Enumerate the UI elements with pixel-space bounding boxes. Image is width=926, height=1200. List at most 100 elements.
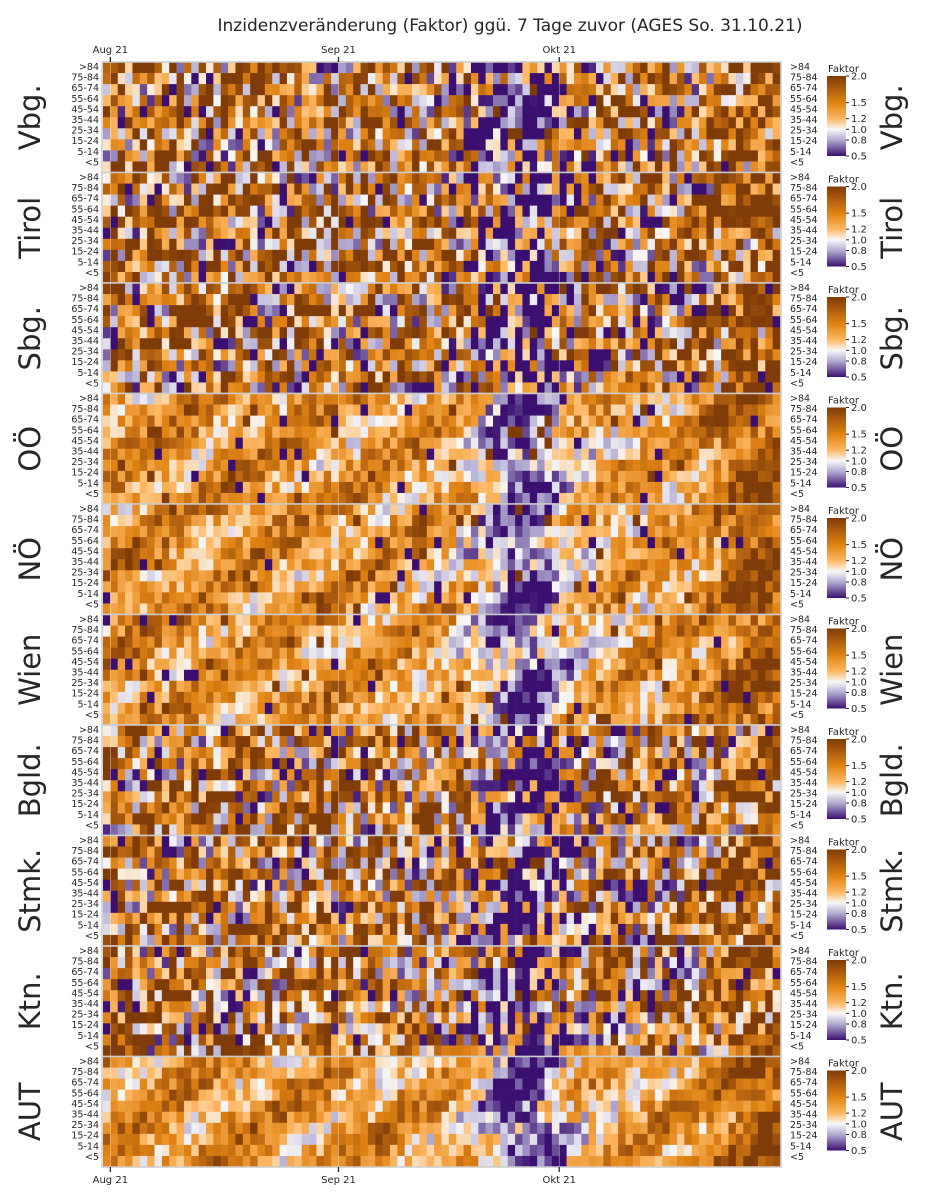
heatmap-cell xyxy=(493,249,501,262)
heatmap-cell xyxy=(323,95,332,107)
heatmap-cell xyxy=(125,172,133,184)
heatmap-cell xyxy=(750,481,759,494)
heatmap-cell xyxy=(493,360,501,372)
heatmap-cell xyxy=(294,62,302,74)
heatmap-cell xyxy=(220,581,229,593)
heatmap-cell xyxy=(500,548,509,560)
colorbar-tick-label: 0.8 xyxy=(851,467,867,478)
heatmap-cell xyxy=(596,515,604,527)
heatmap-cell xyxy=(206,570,214,582)
heatmap-cell xyxy=(338,371,347,383)
heatmap-cell xyxy=(404,526,413,538)
heatmap-cell xyxy=(713,283,722,295)
heatmap-cell xyxy=(301,504,310,516)
heatmap-cell xyxy=(220,515,229,527)
heatmap-cell xyxy=(654,504,663,516)
heatmap-cell xyxy=(529,548,538,560)
heatmap-cell xyxy=(294,117,302,129)
heatmap-cell xyxy=(286,360,295,372)
heatmap-cell xyxy=(309,393,317,405)
heatmap-cell xyxy=(213,73,222,85)
heatmap-cell xyxy=(257,603,266,615)
heatmap-cell xyxy=(331,249,339,262)
heatmap-cell xyxy=(161,393,170,405)
heatmap-cell xyxy=(397,581,406,593)
heatmap-cell xyxy=(434,283,442,295)
heatmap-cell xyxy=(478,592,486,604)
heatmap-cell xyxy=(360,537,369,549)
heatmap-cell xyxy=(625,128,634,140)
heatmap-cell xyxy=(632,360,641,372)
heatmap-cell xyxy=(110,404,119,416)
heatmap-cell xyxy=(610,139,619,151)
heatmap-cell xyxy=(250,504,258,516)
heatmap-cell xyxy=(441,371,450,383)
heatmap-cell xyxy=(272,404,280,416)
heatmap-cell xyxy=(286,150,295,162)
heatmap-cell xyxy=(478,294,486,306)
heatmap-cell xyxy=(117,526,126,538)
heatmap-cell xyxy=(139,470,148,483)
age-label-left: 15-24 xyxy=(71,247,99,258)
heatmap-cell xyxy=(529,459,538,472)
heatmap-cell xyxy=(662,249,670,262)
heatmap-cell xyxy=(772,382,781,394)
heatmap-cell xyxy=(456,305,464,317)
heatmap-cell xyxy=(353,526,361,538)
heatmap-cell xyxy=(596,238,604,251)
heatmap-cell xyxy=(728,470,737,483)
heatmap-cell xyxy=(397,603,406,615)
heatmap-cell xyxy=(691,504,700,516)
heatmap-cell xyxy=(257,360,266,372)
heatmap-cell xyxy=(272,548,280,560)
heatmap-cell xyxy=(353,283,361,295)
heatmap-cell xyxy=(507,481,516,494)
heatmap-cell xyxy=(448,238,457,251)
heatmap-cell xyxy=(551,526,560,538)
heatmap-cell xyxy=(367,625,376,637)
heatmap-cell xyxy=(515,227,523,240)
heatmap-cell xyxy=(640,205,648,217)
heatmap-cell xyxy=(691,404,700,416)
heatmap-cell xyxy=(309,271,317,284)
heatmap-cell xyxy=(125,183,133,195)
heatmap-cell xyxy=(691,95,700,107)
heatmap-cell xyxy=(404,216,413,229)
heatmap-cell xyxy=(721,73,729,85)
heatmap-cell xyxy=(147,415,155,427)
heatmap-cell xyxy=(676,526,685,538)
heatmap-cell xyxy=(669,393,678,405)
heatmap-cell xyxy=(757,349,766,361)
heatmap-cell xyxy=(757,316,766,328)
heatmap-cell xyxy=(132,470,141,483)
heatmap-cell xyxy=(404,537,413,549)
heatmap-cell xyxy=(426,172,435,184)
heatmap-cell xyxy=(647,603,656,615)
heatmap-cell xyxy=(397,316,406,328)
heatmap-cell xyxy=(228,84,236,96)
heatmap-cell xyxy=(662,570,670,582)
heatmap-cell xyxy=(765,205,773,217)
heatmap-cell xyxy=(206,515,214,527)
heatmap-cell xyxy=(610,515,619,527)
heatmap-cell xyxy=(537,205,545,217)
heatmap-cell xyxy=(338,515,347,527)
heatmap-cell xyxy=(426,437,435,450)
heatmap-cell xyxy=(426,625,435,637)
heatmap-cell xyxy=(426,526,435,538)
age-label-right: <5 xyxy=(790,378,804,389)
heatmap-cell xyxy=(272,603,280,615)
heatmap-cell xyxy=(507,95,516,107)
heatmap-cell xyxy=(610,205,619,217)
heatmap-cell xyxy=(316,360,325,372)
heatmap-cell xyxy=(220,294,229,306)
heatmap-cell xyxy=(559,62,567,74)
heatmap-cell xyxy=(654,150,663,162)
heatmap-cell xyxy=(551,327,560,339)
heatmap-cell xyxy=(316,625,325,637)
heatmap-cell xyxy=(596,305,604,317)
heatmap-cell xyxy=(353,437,361,450)
heatmap-cell xyxy=(581,393,589,405)
heatmap-cell xyxy=(596,205,604,217)
